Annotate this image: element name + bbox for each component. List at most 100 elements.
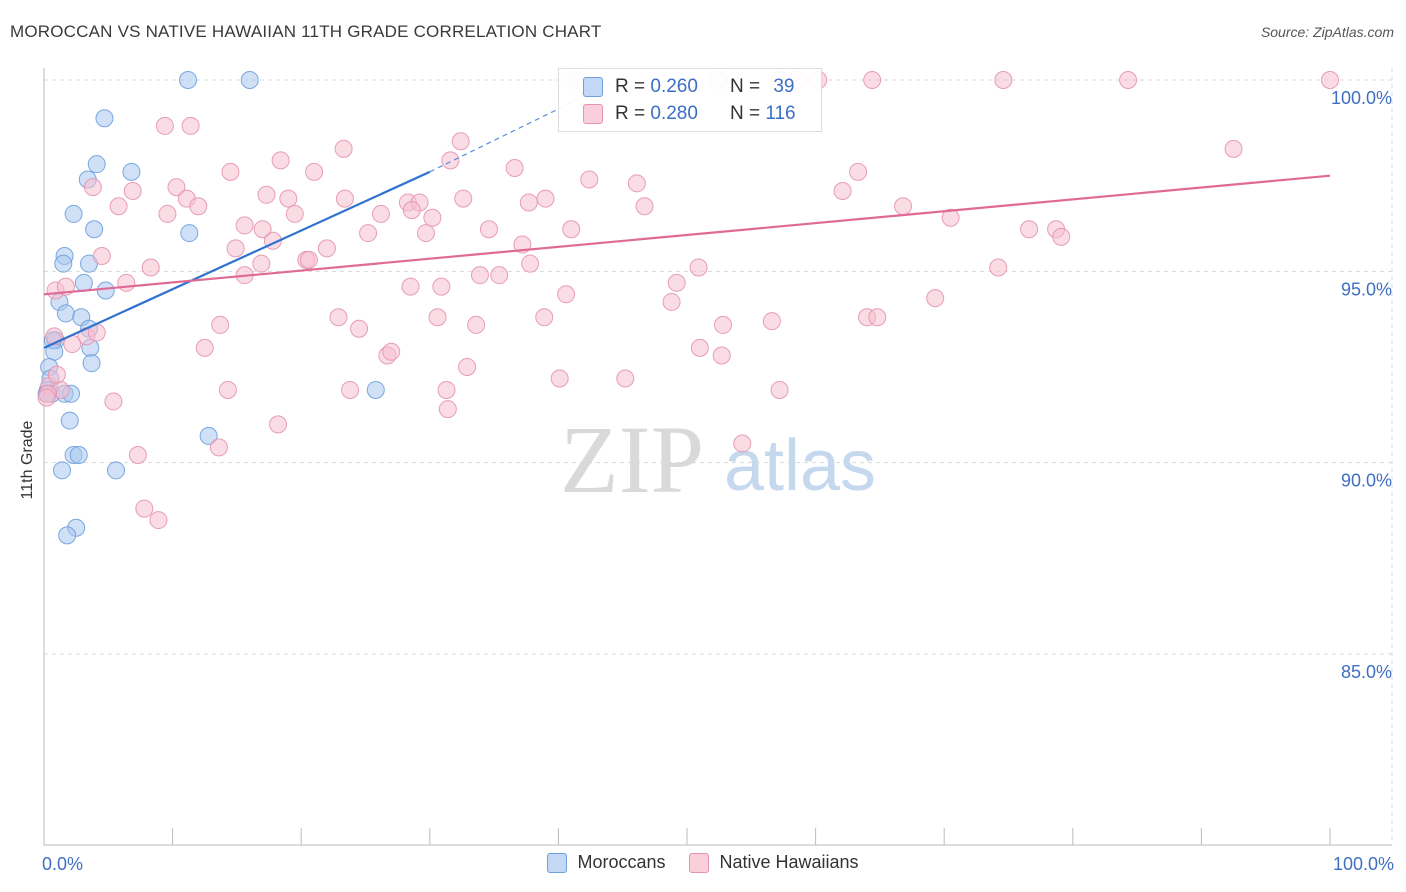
native-hawaiian-point [635, 197, 654, 216]
native-hawaiian-point [329, 308, 348, 327]
native-hawaiian-point [235, 216, 254, 235]
native-hawaiian-point [195, 338, 214, 357]
native-hawaiian-point [211, 315, 230, 334]
native-hawaiian-point [627, 174, 646, 193]
native-hawaiian-point [226, 239, 245, 258]
native-hawaiian-point [941, 208, 960, 227]
native-hawaiian-point [416, 224, 435, 243]
legend-swatch-pink [583, 104, 603, 124]
legend-item-moroccans: Moroccans [547, 852, 665, 873]
native-hawaiian-point [994, 71, 1013, 89]
x-tick-label: 0.0% [42, 854, 83, 874]
native-hawaiian-point [770, 380, 789, 399]
native-hawaiian-point [1224, 139, 1243, 158]
moroccan-point [180, 224, 199, 243]
moroccan-trend-line [43, 170, 431, 349]
native-hawaiian-point [299, 250, 318, 269]
native-hawaiian-point [550, 369, 569, 388]
native-hawaiian-point [438, 400, 457, 419]
native-hawaiian-point [451, 132, 470, 151]
native-hawaiian-point [616, 369, 635, 388]
native-hawaiian-point [221, 162, 240, 181]
data-points [37, 71, 1339, 545]
native-hawaiian-point [662, 292, 681, 311]
native-hawaiian-point [167, 178, 186, 197]
moroccan-point [179, 71, 198, 89]
native-hawaiian-point [305, 162, 324, 181]
native-hawaiian-point [423, 208, 442, 227]
moroccan-point [69, 446, 88, 465]
native-hawaiian-point [863, 71, 882, 89]
native-hawaiian-point [252, 254, 271, 273]
native-hawaiian-point [209, 438, 228, 457]
native-hawaiian-point [350, 319, 369, 338]
native-hawaiian-point [83, 178, 102, 197]
native-hawaiian-point [467, 315, 486, 334]
native-hawaiian-point [926, 289, 945, 308]
moroccan-point [85, 220, 104, 239]
moroccan-point [107, 461, 126, 480]
native-hawaiian-point [218, 380, 237, 399]
native-hawaiian-point [402, 201, 421, 220]
moroccan-point [74, 273, 93, 292]
native-hawaiian-point [271, 151, 290, 170]
n-value: 116 [765, 103, 796, 124]
legend-swatch-blue [583, 77, 603, 97]
native-hawaiian-point [279, 189, 298, 208]
native-hawaiian-point [1321, 71, 1339, 89]
moroccan-point [60, 411, 79, 430]
native-hawaiian-point [155, 116, 174, 135]
native-hawaiian-point [470, 266, 489, 285]
native-hawaiian-point [189, 197, 208, 216]
native-hawaiian-point [428, 308, 447, 327]
native-hawaiian-point [109, 197, 128, 216]
y-tick-label: 95.0% [1341, 279, 1392, 299]
native-hawaiian-point [141, 258, 160, 277]
native-hawaiian-point [181, 116, 200, 135]
native-hawaiian-point [382, 342, 401, 361]
watermark-zip: ZIP [560, 406, 704, 513]
gridlines [44, 68, 1393, 845]
legend-item-native-hawaiians: Native Hawaiians [689, 852, 859, 873]
moroccan-point [58, 526, 77, 545]
native-hawaiian-point [335, 189, 354, 208]
native-hawaiian-point [135, 499, 154, 518]
native-hawaiian-point [454, 189, 473, 208]
r-value: 0.260 [650, 76, 698, 97]
legend-label: Moroccans [577, 852, 666, 872]
native-hawaiian-point [441, 151, 460, 170]
native-hawaiian-point [253, 220, 272, 239]
legend-swatch-pink [689, 852, 710, 873]
native-hawaiian-point [104, 392, 123, 411]
native-hawaiian-point [371, 204, 390, 223]
native-hawaiian-point [257, 185, 276, 204]
native-hawaiian-point [149, 511, 168, 530]
y-tick-label: 90.0% [1341, 471, 1392, 491]
moroccan-point [122, 162, 141, 181]
moroccan-point [366, 380, 385, 399]
moroccan-point [87, 155, 106, 174]
moroccan-point [95, 109, 114, 128]
native-hawaiian-point [894, 197, 913, 216]
native-hawaiian-point [521, 254, 540, 273]
native-hawaiian-point [868, 308, 887, 327]
native-hawaiian-point [117, 273, 136, 292]
native-hawaiian-point [536, 189, 555, 208]
native-hawaiian-point [92, 247, 111, 266]
native-hawaiian-point [690, 338, 709, 357]
tick-labels: 100.0% 95.0% 90.0% 85.0% 0.0% 100.0% [42, 88, 1394, 874]
native-hawaiian-point [714, 315, 733, 334]
moroccan-point [53, 461, 72, 480]
moroccan-point [54, 254, 73, 273]
native-hawaiian-point [833, 181, 852, 200]
native-hawaiian-point [128, 446, 147, 465]
n-label: N = [729, 76, 761, 97]
native-hawaiian-point [490, 266, 509, 285]
native-hawaiian-point [458, 358, 477, 376]
moroccan-point [96, 281, 115, 300]
native-hawaiian-point [762, 312, 781, 331]
stats-legend: R = 0.260 N = 39 R = 0.280 N = 116 [558, 68, 822, 132]
native-hawaiian-point [359, 224, 378, 243]
native-hawaiian-point [479, 220, 498, 239]
